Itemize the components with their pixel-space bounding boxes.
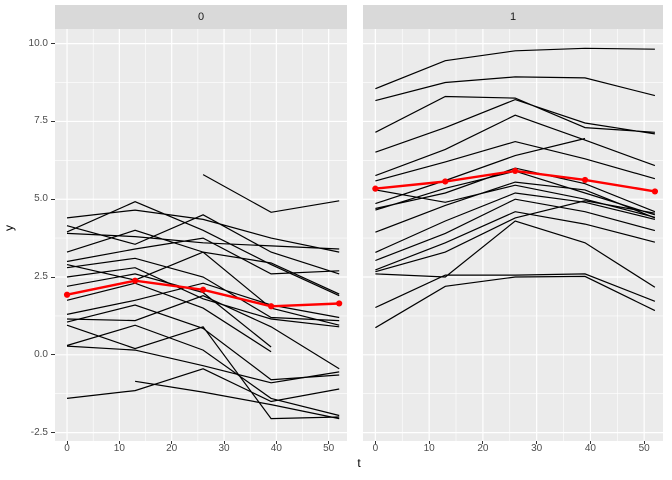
x-tick-mark: [328, 441, 330, 444]
y-tick-label: 5.0: [34, 193, 48, 205]
mean-point: [336, 300, 343, 307]
y-tick-label: 2.5: [34, 271, 48, 282]
subject-line: [66, 251, 340, 295]
x-tick-mark: [171, 441, 173, 444]
x-tick-label: 50: [323, 443, 335, 454]
subject-line: [66, 232, 340, 250]
x-tick-label: 0: [64, 443, 70, 454]
subject-line: [375, 181, 656, 233]
x-tick-label: 20: [477, 443, 489, 454]
subject-line: [135, 380, 340, 420]
x-tick-mark: [275, 441, 277, 444]
x-tick-label: 30: [531, 443, 543, 454]
subject-line: [66, 282, 272, 353]
y-tick-mark: [51, 198, 55, 200]
subject-line: [375, 98, 655, 153]
subject-line: [66, 201, 340, 297]
mean-point: [581, 176, 589, 184]
mean-point: [199, 286, 207, 293]
subject-line: [375, 76, 656, 102]
facet-strip-0: 0: [55, 5, 347, 29]
subject-line: [375, 192, 656, 253]
subject-line: [66, 304, 340, 381]
y-tick-mark: [51, 354, 55, 356]
y-tick-label: 7.5: [34, 115, 48, 127]
y-tick-mark: [51, 43, 55, 45]
subject-line: [375, 275, 656, 329]
y-tick-mark: [51, 276, 55, 278]
x-tick-mark: [536, 441, 538, 444]
y-axis-title: y: [2, 225, 16, 231]
subject-line: [66, 345, 340, 384]
x-tick-mark: [118, 441, 120, 444]
subject-line: [375, 220, 656, 288]
facet-strip-1: 1: [363, 5, 663, 29]
subject-line: [375, 211, 656, 271]
y-tick-label: 0.0: [34, 348, 48, 360]
x-tick-mark: [428, 441, 430, 444]
mean-point: [268, 303, 275, 310]
subject-line: [66, 324, 340, 417]
mean-point: [63, 291, 71, 298]
x-tick-label: 10: [423, 443, 435, 454]
subject-line: [66, 324, 340, 420]
x-tick-label: 40: [584, 443, 596, 454]
subject-line: [375, 95, 655, 133]
subject-line: [375, 137, 586, 205]
x-tick-mark: [643, 441, 645, 444]
x-tick-label: 0: [372, 443, 379, 454]
subject-line: [66, 282, 340, 319]
x-tick-mark: [482, 441, 484, 444]
facet-strip-label: 1: [509, 11, 517, 23]
x-tick-mark: [66, 441, 68, 444]
x-tick-mark: [374, 441, 376, 444]
mean-point: [372, 185, 379, 192]
subject-line: [375, 47, 655, 90]
mean-point: [442, 178, 449, 185]
facet-panel-0: [55, 29, 347, 441]
subject-line: [375, 273, 656, 309]
x-tick-label: 10: [113, 443, 125, 454]
x-tick-label: 30: [218, 443, 230, 454]
x-tick-label: 50: [638, 443, 650, 454]
subject-line: [66, 209, 340, 253]
facet-strip-label: 0: [197, 11, 205, 23]
y-tick-label: 10.0: [28, 37, 48, 49]
subject-line: [375, 114, 656, 177]
y-tick-mark: [51, 432, 55, 434]
subject-line: [202, 174, 340, 213]
subject-line: [66, 368, 340, 403]
subject-line: [66, 257, 340, 322]
x-axis-title: t: [357, 456, 361, 470]
panel-background: [363, 29, 663, 441]
mean-point: [512, 167, 519, 174]
subject-line: [375, 140, 656, 182]
subject-line: [66, 267, 340, 328]
y-tick-mark: [51, 120, 55, 122]
subject-line: [375, 184, 656, 218]
subject-line: [375, 198, 656, 262]
mean-point: [651, 188, 659, 195]
subject-line: [66, 295, 340, 370]
facet-panel-1: [363, 29, 663, 441]
mean-point: [131, 277, 139, 284]
y-tick-label: -2.5: [30, 426, 48, 438]
x-tick-label: 20: [166, 443, 178, 454]
subject-line: [66, 273, 272, 348]
x-tick-label: 40: [270, 443, 282, 454]
x-tick-mark: [223, 441, 225, 444]
x-tick-mark: [589, 441, 591, 444]
